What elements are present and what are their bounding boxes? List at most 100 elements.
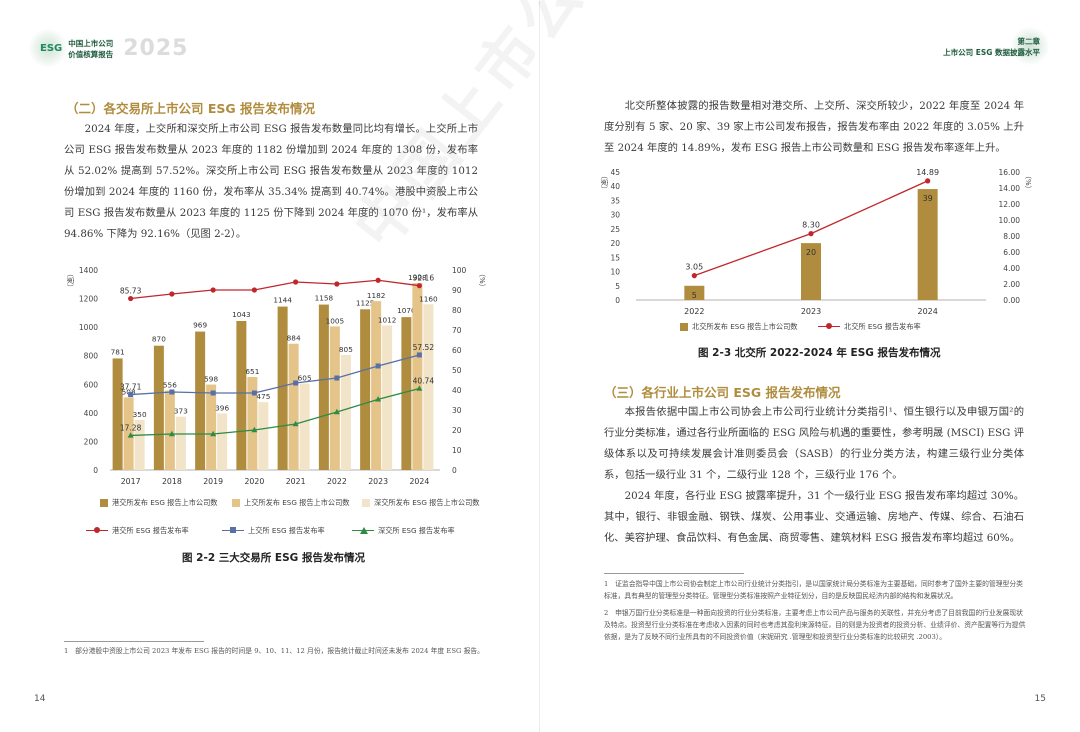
bar-data-label: 556 xyxy=(163,381,177,390)
chart1-legend: 港交所发布 ESG 报告上市公司数 上交所发布 ESG 报告上市公司数 深交所发… xyxy=(86,496,500,542)
legend-sh-count: 上交所发布 ESG 报告上市公司数 xyxy=(232,498,354,508)
legend-hk-rate-line xyxy=(86,526,108,534)
bar-2 xyxy=(258,402,269,470)
bar-data-label: 39 xyxy=(923,194,933,203)
legend-bse-rate-marker xyxy=(826,323,832,329)
rate-point xyxy=(334,281,340,287)
bar-data-label: 884 xyxy=(287,334,301,343)
industries-paragraph: 本报告依据中国上市公司协会上市公司行业统计分类指引¹、恒生银行以及申银万国²的行… xyxy=(604,402,1024,549)
legend-sz-rate-line xyxy=(352,526,374,534)
rate-point xyxy=(691,273,697,279)
rate-point xyxy=(416,283,422,289)
y-tick-right: 14.00 xyxy=(999,184,1021,193)
footnote-rule-left xyxy=(64,641,204,642)
legend-hk-rate-marker xyxy=(94,527,100,533)
bar-0 xyxy=(195,331,206,470)
legend-sh-rate: 上交所 ESG 报告发布率 xyxy=(222,526,325,536)
bar-2 xyxy=(175,416,186,470)
y-tick-right: 40 xyxy=(452,386,462,395)
bar-data-label: 373 xyxy=(174,407,188,416)
rate-point xyxy=(375,396,382,402)
legend-bse-rate-line xyxy=(818,322,840,330)
x-tick: 2021 xyxy=(286,477,306,486)
rate-point xyxy=(416,352,422,358)
footnote-left: 1 部分港股中资股上市公司 2023 年发布 ESG 报告的时间是 9、10、1… xyxy=(64,645,484,657)
rate-data-label: 85.73 xyxy=(120,287,142,296)
header-burst-decoration xyxy=(28,28,68,68)
x-tick: 2023 xyxy=(801,307,821,316)
industries-paragraph-text-2: 2024 年度，各行业 ESG 披露率提升，31 个一级行业 ESG 报告发布率… xyxy=(604,490,1024,544)
footnote-left-number: 1 xyxy=(64,647,69,655)
legend-bse-rate: 北交所 ESG 报告发布率 xyxy=(818,322,921,332)
footnotes-right: 1 证监会指导中国上市公司协会制定上市公司行业统计分类指引，是以国家统计局分类标… xyxy=(604,578,1026,643)
y-tick-left: 1400 xyxy=(79,266,98,275)
header-title: 中国上市公司 价值核算报告 xyxy=(68,38,113,60)
y-tick-right: 90 xyxy=(452,286,462,295)
chart-exchanges: （家） （%） 0 200 400 600 800 1000 1200 1400 0 10 20 30 40… xyxy=(66,266,486,486)
bar-0 xyxy=(236,321,247,470)
bar-0 xyxy=(112,358,123,470)
figure-caption-2-2: 图 2-2 三大交易所 ESG 报告发布情况 xyxy=(182,552,365,564)
bar-data-label: 781 xyxy=(111,347,125,356)
right-page: 第二章 上市公司 ESG 数据披露水平 北交所整体披露的报告数量相对港交所、上交… xyxy=(540,0,1080,732)
legend-sz-rate-marker xyxy=(360,527,368,534)
rate-point xyxy=(210,287,216,293)
y-tick-right: 12.00 xyxy=(999,200,1021,209)
section-title-industries: （三）各行业上市公司 ESG 报告发布情况 xyxy=(604,385,841,400)
bar-data-label: 651 xyxy=(245,367,259,376)
rate-data-label: 40.74 xyxy=(413,377,435,386)
bar-data-label: 605 xyxy=(298,374,312,383)
y-tick-right: 60 xyxy=(452,346,462,355)
bar-data-label: 969 xyxy=(193,321,207,330)
bar-1 xyxy=(247,377,258,470)
rate-point xyxy=(128,392,134,398)
x-tick: 2022 xyxy=(684,307,704,316)
rate-point xyxy=(210,390,216,396)
rate-point xyxy=(127,432,134,438)
header-year: 2025 xyxy=(123,36,189,61)
bar-2 xyxy=(299,383,310,470)
bar-2 xyxy=(134,420,145,470)
rate-point xyxy=(416,385,423,391)
y-tick-right: 50 xyxy=(452,366,462,375)
legend-hk-rate-label: 港交所 ESG 报告发布率 xyxy=(112,526,189,535)
bar-data-label: 350 xyxy=(133,410,147,419)
legend-sz-count: 深交所发布 ESG 报告上市公司数 xyxy=(362,498,482,508)
y-tick-left: 400 xyxy=(84,409,99,418)
bar-data-label: 1144 xyxy=(273,296,292,305)
bar-0 xyxy=(277,306,288,470)
bar-data-label: 870 xyxy=(152,335,166,344)
header-burst-decoration-right xyxy=(1010,26,1050,66)
y-tick-left: 200 xyxy=(84,437,99,446)
rate-point xyxy=(169,389,175,395)
rate-point xyxy=(251,390,257,396)
rate-data-label: 3.05 xyxy=(685,263,703,272)
bar-2 xyxy=(217,413,228,470)
footnote-right-1: 1 证监会指导中国上市公司协会制定上市公司行业统计分类指引，是以国家统计局分类标… xyxy=(604,580,1023,600)
y-tick-right: 10.00 xyxy=(999,216,1021,225)
chapter-title: 上市公司 ESG 数据披露水平 xyxy=(943,48,1040,57)
industries-paragraph-text: 本报告依据中国上市公司协会上市公司行业统计分类指引¹、恒生银行以及申银万国²的行… xyxy=(604,406,1024,481)
exchanges-paragraph-text: 2024 年度，上交所和深交所上市公司 ESG 报告发布数量同比均有增长。上交所… xyxy=(64,123,478,240)
rate-line-2 xyxy=(130,387,420,437)
legend-sz-rate: 深交所 ESG 报告发布率 xyxy=(352,526,455,536)
bar-data-label: 5 xyxy=(692,291,697,300)
bar-1 xyxy=(164,390,175,470)
x-tick: 2023 xyxy=(368,477,388,486)
legend-hk-rate: 港交所 ESG 报告发布率 xyxy=(86,526,189,536)
figure-caption-2-3: 图 2-3 北交所 2022-2024 年 ESG 报告发布情况 xyxy=(698,347,941,359)
bar-1 xyxy=(123,397,134,470)
bar-1 xyxy=(371,301,382,470)
y-tick-left: 35 xyxy=(610,196,620,205)
y-tick-right: 30 xyxy=(452,406,462,415)
bar-data-label: 1182 xyxy=(367,291,386,300)
page-number-left: 14 xyxy=(34,694,46,704)
rate-data-label: 92.16 xyxy=(413,274,435,283)
rate-point xyxy=(292,420,299,427)
bar-data-label: 1070 xyxy=(397,306,416,315)
x-tick: 2017 xyxy=(121,477,141,486)
y-tick-left: 10 xyxy=(610,268,620,277)
rate-point xyxy=(293,279,299,285)
bar-data-label: 396 xyxy=(215,403,229,412)
legend-sh-count-label: 上交所发布 ESG 报告上市公司数 xyxy=(244,498,350,507)
